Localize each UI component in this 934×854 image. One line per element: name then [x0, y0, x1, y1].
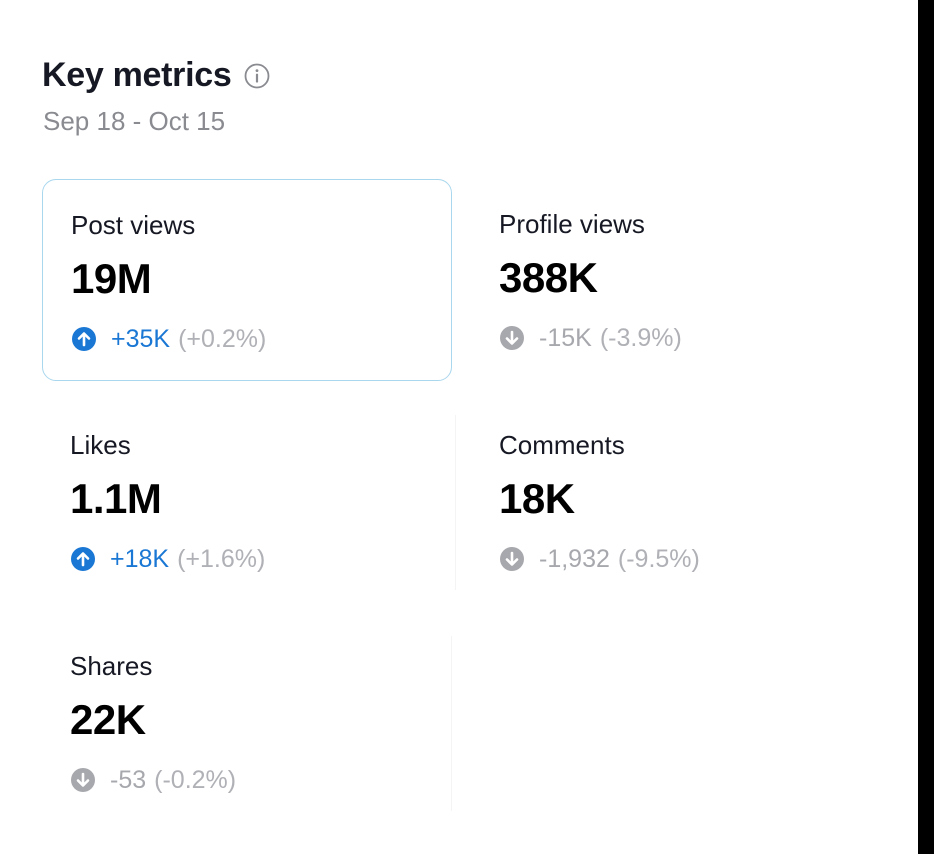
arrow-down-circle-icon — [500, 326, 524, 350]
metric-label: Shares — [70, 651, 153, 681]
metric-percent: (+0.2%) — [178, 325, 267, 353]
metric-percent: (-3.9%) — [599, 324, 682, 352]
arrow-up-circle-icon — [72, 327, 96, 351]
metric-change: -53 (-0.2%) — [70, 765, 452, 795]
metric-value: 1.1M — [70, 475, 162, 522]
metric-card-post-views[interactable]: Post views 19M +35K (+0.2%) — [42, 179, 452, 381]
page-title: Key metrics — [42, 56, 232, 94]
metric-change: +35K (+0.2%) — [71, 324, 451, 354]
metric-value: 19M — [71, 255, 152, 302]
arrow-down-circle-icon — [71, 768, 95, 792]
metric-card-shares[interactable]: Shares 22K -53 (-0.2%) — [42, 621, 452, 823]
metric-change: -1,932 (-9.5%) — [499, 544, 881, 574]
arrow-up-circle-icon — [71, 547, 95, 571]
metric-value: 22K — [70, 696, 146, 743]
metric-label: Profile views — [499, 209, 645, 239]
metric-value: 388K — [499, 254, 598, 301]
info-icon[interactable] — [243, 62, 271, 90]
metric-delta: +18K — [110, 545, 170, 573]
metric-percent: (-9.5%) — [617, 545, 700, 573]
date-range: Sep 18 - Oct 15 — [43, 106, 226, 136]
metric-delta: -15K — [539, 324, 592, 352]
metric-change: +18K (+1.6%) — [70, 544, 452, 574]
metric-delta: -53 — [110, 766, 147, 794]
title-row: Key metrics — [42, 56, 271, 95]
metric-card-comments[interactable]: Comments 18K -1,932 (-9.5%) — [471, 400, 881, 602]
metric-change: -15K (-3.9%) — [499, 323, 881, 353]
metric-card-likes[interactable]: Likes 1.1M +18K (+1.6%) — [42, 400, 452, 602]
metric-delta: -1,932 — [539, 545, 610, 573]
metric-label: Post views — [71, 210, 196, 240]
metric-value: 18K — [499, 475, 575, 522]
metric-label: Comments — [499, 430, 625, 460]
metric-delta: +35K — [111, 325, 171, 353]
metric-percent: (+1.6%) — [177, 545, 266, 573]
metric-card-profile-views[interactable]: Profile views 388K -15K (-3.9%) — [471, 179, 881, 381]
grid-divider — [451, 636, 452, 811]
grid-divider — [455, 415, 456, 590]
arrow-down-circle-icon — [500, 547, 524, 571]
metric-percent: (-0.2%) — [154, 766, 237, 794]
metric-label: Likes — [70, 430, 131, 460]
